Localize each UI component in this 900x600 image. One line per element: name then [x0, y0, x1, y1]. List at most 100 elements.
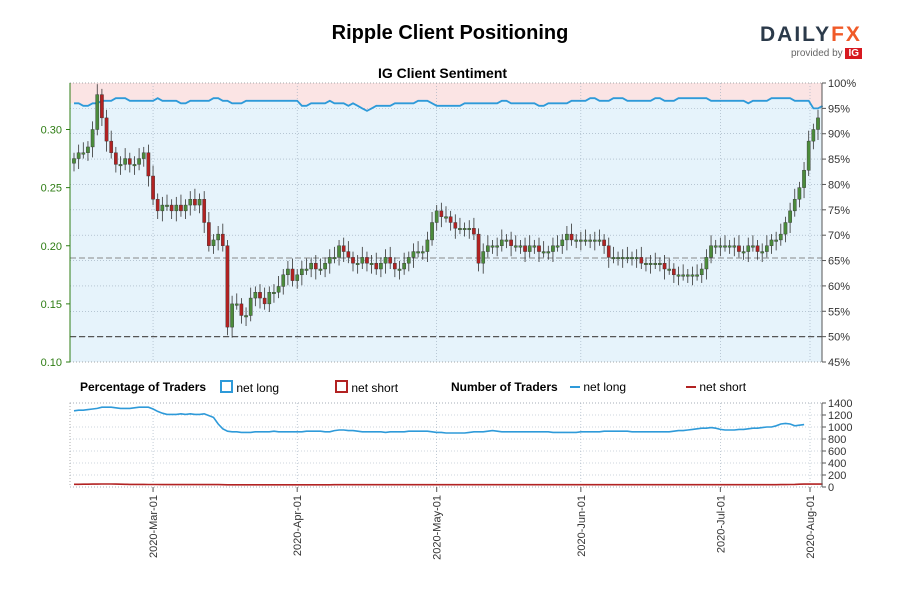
candle-body: [592, 239, 597, 242]
candle-body: [797, 187, 802, 200]
candle-body: [174, 204, 179, 212]
candle-body: [258, 292, 262, 299]
count-tick-label: 800: [828, 434, 846, 446]
date-tick-label: 2020-Jun-01: [576, 495, 588, 557]
candle-body: [662, 262, 667, 270]
candle-body: [444, 216, 448, 219]
date-tick-label: 2020-May-01: [432, 495, 444, 560]
candle-body: [737, 245, 741, 252]
candle-body: [667, 268, 672, 271]
candle-body: [169, 204, 174, 212]
legend-pct-short: net short: [335, 380, 398, 395]
candle-body: [467, 228, 472, 231]
date-tick-label: 2020-Apr-01: [292, 495, 304, 556]
candle-body: [397, 268, 402, 271]
net-short-square-icon: [335, 380, 348, 393]
candle-body: [541, 251, 546, 254]
legend-pct-long: net long: [220, 380, 279, 395]
candle-body: [806, 140, 811, 171]
pct-tick-label: 60%: [828, 281, 850, 293]
brand-word-right: FX: [831, 23, 862, 46]
candle-body: [72, 158, 76, 164]
pct-tick-label: 50%: [828, 332, 850, 344]
candle-body: [276, 286, 281, 293]
candle-body: [546, 251, 551, 254]
candle-body: [648, 262, 653, 265]
price-tick-label: 0.15: [41, 299, 62, 311]
candle-body: [416, 251, 420, 254]
candle-body: [183, 204, 188, 212]
pct-tick-label: 80%: [828, 179, 850, 191]
candle-body: [332, 257, 337, 260]
candle-body: [300, 268, 304, 276]
candle-body: [495, 245, 499, 248]
net-short-line-icon: [686, 386, 696, 388]
candle-body: [630, 257, 634, 260]
candle-body: [513, 245, 518, 248]
legend-num-title: Number of Traders: [451, 380, 558, 394]
candle-body: [639, 257, 644, 264]
candle-body: [123, 158, 127, 165]
candle-body: [672, 268, 676, 276]
candle-body: [458, 228, 462, 231]
candle-body: [86, 146, 90, 153]
net-long-area: [70, 98, 823, 362]
price-tick-label: 0.10: [41, 357, 62, 369]
candle-body: [788, 210, 792, 223]
candle-body: [611, 257, 616, 260]
candle-body: [230, 303, 234, 328]
candle-body: [732, 245, 737, 248]
candle-body: [253, 292, 258, 299]
candle-body: [355, 262, 360, 265]
candle-body: [165, 204, 169, 207]
sub-frame: [69, 402, 823, 488]
candle-body: [439, 210, 444, 217]
candle-body: [755, 245, 760, 252]
candle-body: [406, 257, 411, 264]
count-tick-label: 0: [828, 482, 834, 494]
candle-body: [741, 251, 746, 254]
pct-tick-label: 100%: [828, 78, 856, 90]
chart-subtitle: IG Client Sentiment: [377, 65, 508, 81]
candle-body: [783, 222, 788, 235]
candle-body: [699, 268, 704, 276]
date-tick-label: 2020-Mar-01: [148, 495, 160, 558]
net-long-square-icon: [220, 380, 233, 393]
legend-num-long: net long: [570, 380, 626, 394]
candle-body: [751, 245, 755, 248]
candle-body: [420, 251, 425, 254]
candle-body: [323, 262, 327, 270]
candle-body: [360, 257, 365, 264]
candle-body: [569, 233, 574, 241]
candle-body: [551, 245, 555, 252]
candle-body: [225, 245, 230, 328]
legend-num-short: net short: [686, 380, 746, 394]
candle-body: [295, 274, 300, 281]
candle-body: [634, 257, 639, 260]
candle-body: [746, 245, 751, 252]
pct-tick-label: 55%: [828, 306, 850, 318]
candle-body: [653, 262, 658, 265]
candle-body: [472, 228, 476, 235]
pct-tick-label: 45%: [828, 357, 850, 369]
candle-body: [365, 257, 369, 264]
candle-body: [244, 315, 248, 318]
candle-body: [448, 216, 453, 223]
pct-tick-label: 90%: [828, 129, 850, 141]
candle-body: [118, 164, 123, 167]
candle-body: [337, 245, 341, 258]
candle-body: [676, 274, 681, 277]
candle-body: [802, 169, 806, 188]
candle-body: [141, 152, 146, 159]
net-long-pct-line: [74, 97, 824, 112]
candle-body: [644, 262, 648, 265]
candle-body: [197, 199, 202, 206]
candle-body: [606, 245, 611, 258]
count-tick-label: 400: [828, 458, 846, 470]
candle-body: [425, 239, 430, 252]
candle-body: [690, 274, 695, 277]
ig-logo: IG: [845, 48, 862, 59]
candle-body: [220, 233, 225, 246]
candle-body: [309, 262, 313, 270]
pct-tick-label: 70%: [828, 230, 850, 242]
